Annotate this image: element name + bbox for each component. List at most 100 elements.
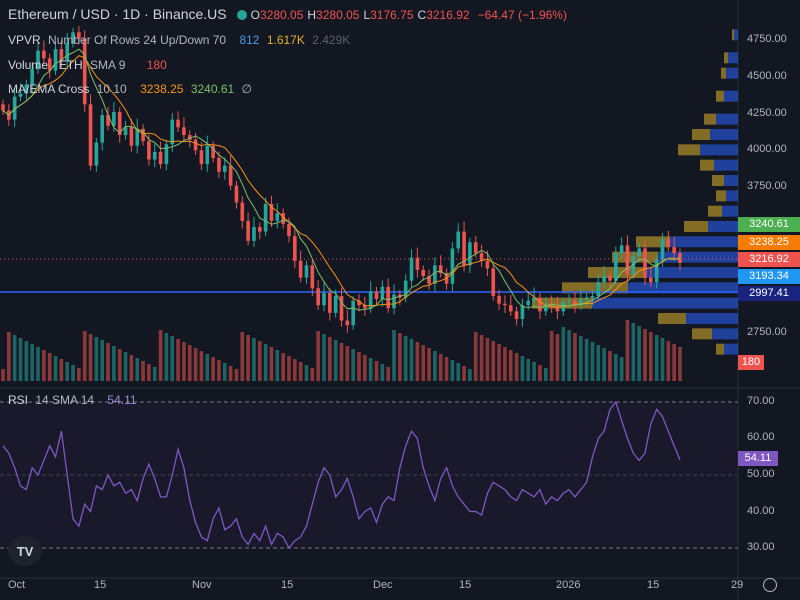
volume-bar [491, 341, 496, 381]
candle-body [631, 256, 636, 275]
candle-body [298, 260, 303, 278]
candle-body [479, 253, 484, 261]
candle-body [590, 296, 595, 298]
volume-bar [36, 347, 40, 381]
candle-body [380, 286, 385, 300]
volume-bar [672, 344, 676, 381]
candle-body [158, 151, 163, 165]
eye-icon[interactable] [236, 10, 247, 20]
candle-body [71, 32, 75, 43]
vpvr-row-down [700, 144, 738, 156]
price-change: −64.47 (−1.96%) [477, 8, 567, 22]
vpvr-row-down [714, 159, 738, 171]
vpvr-row-up [700, 159, 714, 171]
volume-bar [12, 335, 17, 381]
price-tick: 3750.00 [747, 180, 787, 192]
volume-bar [520, 356, 525, 381]
volume-bar [573, 333, 577, 381]
volume-bar [199, 351, 204, 381]
ohlc-value-l: 3176.75 [370, 8, 414, 22]
volume-bar [164, 333, 169, 381]
candle-body [608, 276, 612, 281]
volume-bar [135, 358, 140, 381]
candle-body [322, 292, 326, 306]
volume-bar [532, 362, 536, 381]
volume-bar [479, 335, 484, 381]
candle-body [252, 227, 256, 241]
volume-bar [106, 343, 110, 381]
volume-legend[interactable]: Volume · ETH SMA 9 180 [8, 57, 171, 73]
candle-body [351, 300, 355, 326]
slash-circle-icon[interactable]: ∅ [241, 82, 252, 96]
rsi-name: RSI [8, 393, 29, 407]
volume-bar [246, 335, 250, 381]
ma-legend[interactable]: MA/EMA Cross 10 10 3238.25 3240.61 ∅ [8, 81, 256, 97]
volume-bar [287, 356, 291, 381]
volume-bar [263, 344, 268, 381]
volume-bar [281, 353, 285, 381]
vpvr-row-down [726, 190, 738, 202]
candle-body [555, 306, 560, 312]
volume-bar [123, 352, 128, 381]
time-tick: 2026 [556, 579, 581, 591]
candle-body [275, 213, 280, 221]
volume-bar [409, 339, 414, 381]
candle-body [187, 135, 192, 140]
volume-bar [117, 349, 122, 381]
rsi-params: 14 SMA 14 [35, 393, 95, 407]
vpvr-row-down [670, 236, 738, 248]
candle-body [666, 239, 671, 247]
candle-body [287, 223, 291, 237]
volume-bar [333, 340, 338, 381]
vpvr-row-down [716, 113, 738, 125]
volume-bar [631, 323, 636, 381]
vpvr-row-up [716, 343, 724, 355]
time-tick: 15 [459, 579, 472, 591]
tradingview-logo[interactable]: TV [8, 536, 42, 566]
rsi-legend[interactable]: RSI 14 SMA 14 54.11 [8, 392, 141, 408]
rsi-tick: 50.00 [747, 468, 775, 480]
candle-body [59, 49, 64, 62]
candle-body [450, 248, 455, 284]
candle-body [328, 292, 332, 313]
volume-bar [100, 340, 105, 381]
vpvr-row-down [592, 297, 738, 309]
vpvr-row-down [712, 328, 738, 340]
vpvr-value-down: 1.617K [266, 33, 305, 47]
vpvr-row-up [692, 328, 712, 340]
vpvr-row-down [710, 129, 738, 140]
candle-body [438, 265, 443, 273]
volume-bar [339, 343, 344, 381]
volume-bar [129, 355, 134, 381]
candle-body [129, 127, 134, 146]
candle-body [549, 303, 554, 307]
volume-bar [328, 337, 332, 381]
candle-body [234, 185, 239, 203]
vpvr-value-total: 2.429K [312, 33, 351, 47]
volume-bar [602, 348, 606, 381]
candle-body [94, 142, 99, 166]
candle-body [100, 115, 105, 143]
time-tick: 29 [731, 579, 744, 591]
volume-bar [112, 346, 116, 381]
rsi-tick: 30.00 [747, 541, 775, 553]
time-tick: Oct [8, 579, 26, 591]
ma-slow-value: 3240.61 [190, 82, 235, 96]
vpvr-row-up [716, 190, 726, 202]
vpvr-legend[interactable]: VPVR Number Of Rows 24 Up/Down 70 812 1.… [8, 32, 354, 48]
vpvr-row-down [724, 90, 738, 102]
svg-text:TV: TV [17, 544, 34, 559]
candle-body [485, 260, 490, 269]
candle-body [263, 204, 268, 232]
volume-bar [497, 344, 501, 381]
ma-params: 10 10 [96, 82, 127, 96]
symbol-title[interactable]: Ethereum / USD · 1D · Binance.US [8, 6, 227, 22]
candle-body [392, 294, 396, 309]
volume-bar [47, 353, 52, 381]
vpvr-row-up [636, 236, 670, 248]
candle-body [543, 303, 548, 312]
gear-icon[interactable] [763, 578, 777, 592]
candle-body [637, 248, 641, 257]
volume-bar [456, 363, 461, 381]
